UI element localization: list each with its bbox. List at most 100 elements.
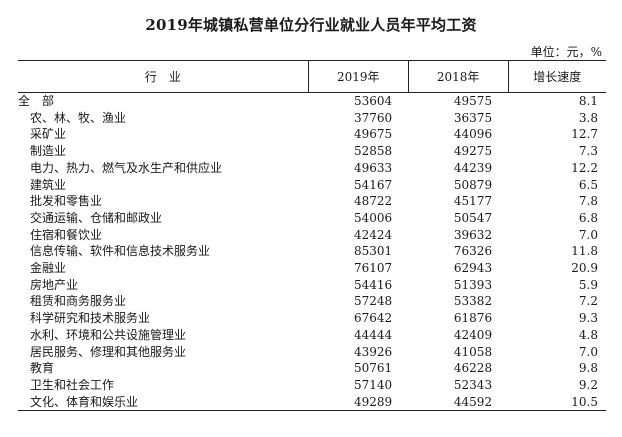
growth-cell: 9.2 (578, 377, 598, 392)
wage-2019-cell: 85301 (354, 244, 393, 259)
wage-2019-cell: 52858 (354, 144, 393, 159)
wage-2019-cell: 54006 (354, 210, 393, 225)
industry-cell: 农、林、牧、渔业 (30, 110, 127, 125)
table-row: 科学研究和技术服务业 67642 61876 9.3 (18, 310, 606, 327)
table-row: 农、林、牧、渔业 37760 36375 3.8 (18, 110, 606, 127)
growth-cell: 11.8 (571, 244, 598, 259)
growth-cell: 7.2 (578, 294, 598, 309)
wage-2018-cell: 44592 (408, 393, 509, 412)
wage-2018-cell: 44096 (453, 127, 493, 142)
table-body: 全 部 53604 49575 8.1 农、林、牧、渔业 37760 36375 3.8 采矿业… (18, 93, 606, 412)
table-row: 交通运输、仓储和邮政业 54006 50547 6.8 (18, 210, 606, 227)
wage-2018-cell: 50547 (453, 210, 493, 225)
wage-2018-cell: 76326 (453, 244, 493, 259)
table-header: 行 业 2019年 2018年 增长速度 (18, 60, 606, 93)
wage-2019-cell: 44444 (354, 327, 393, 342)
industry-cell: 教育 (30, 361, 55, 376)
table-row: 信息传输、软件和信息技术服务业 85301 76326 11.8 (18, 243, 606, 260)
wage-2018-cell: 44239 (453, 160, 493, 175)
wage-2019-cell: 57248 (354, 294, 393, 309)
table-row: 租赁和商务服务业 57248 53382 7.2 (18, 293, 606, 310)
wage-2019-cell: 42424 (354, 227, 393, 242)
wage-2018-cell: 49575 (453, 94, 493, 108)
wage-2018-cell: 62943 (453, 261, 493, 276)
wage-2018-cell: 41058 (453, 344, 493, 359)
wage-2018-cell: 51393 (453, 277, 493, 292)
table-row: 建筑业 54167 50879 6.5 (18, 177, 606, 194)
wage-2019-cell: 48722 (354, 194, 393, 209)
wage-2018-cell: 49275 (453, 144, 493, 159)
wage-2019-cell: 53604 (354, 94, 393, 108)
wage-2018-cell: 46228 (453, 361, 493, 376)
wage-2018-cell: 52343 (453, 377, 493, 392)
industry-cell: 电力、热力、燃气及水生产和供应业 (30, 160, 223, 175)
industry-cell: 文化、体育和娱乐业 (18, 393, 309, 412)
table-row: 批发和零售业 48722 45177 7.8 (18, 193, 606, 210)
industry-cell: 金融业 (30, 261, 67, 276)
table-row: 卫生和社会工作 57140 52343 9.2 (18, 377, 606, 394)
industry-cell: 住宿和餐饮业 (30, 227, 103, 242)
table-title: 2019年城镇私营单位分行业就业人员年平均工资 (145, 16, 477, 34)
wage-2019-cell: 54416 (354, 277, 393, 292)
industry-cell: 租赁和商务服务业 (30, 294, 127, 309)
growth-cell: 9.8 (578, 361, 598, 376)
growth-cell: 20.9 (571, 261, 598, 276)
header-growth: 增长速度 (507, 60, 606, 93)
growth-cell: 12.2 (571, 160, 598, 175)
wage-2019-cell: 57140 (354, 377, 393, 392)
growth-cell: 6.8 (578, 210, 598, 225)
growth-cell: 8.1 (578, 94, 598, 108)
industry-cell: 制造业 (30, 144, 67, 159)
wage-table: 行 业 2019年 2018年 增长速度 全 部 53604 49575 8.1 农、林… (18, 60, 606, 412)
growth-cell: 9.3 (578, 311, 598, 326)
industry-cell: 房地产业 (30, 277, 79, 292)
wage-2018-cell: 36375 (453, 110, 493, 125)
wage-2019-cell: 49289 (308, 393, 409, 412)
growth-cell: 7.8 (578, 194, 598, 209)
growth-cell: 5.9 (578, 277, 598, 292)
wage-2018-cell: 39632 (453, 227, 493, 242)
table-row: 住宿和餐饮业 42424 39632 7.0 (18, 227, 606, 244)
table-row: 水利、环境和公共设施管理业 44444 42409 4.8 (18, 327, 606, 344)
industry-cell: 交通运输、仓储和邮政业 (30, 210, 163, 225)
growth-cell: 7.0 (578, 344, 598, 359)
growth-cell: 12.7 (571, 127, 598, 142)
header-2018: 2018年 (407, 60, 509, 93)
growth-cell: 7.3 (578, 144, 598, 159)
wage-2019-cell: 37760 (354, 110, 393, 125)
industry-cell: 水利、环境和公共设施管理业 (30, 327, 187, 342)
wage-2019-cell: 50761 (354, 361, 393, 376)
table-row: 采矿业 49675 44096 12.7 (18, 126, 606, 143)
wage-2019-cell: 49675 (354, 127, 393, 142)
industry-cell: 采矿业 (30, 127, 67, 142)
table-row: 金融业 76107 62943 20.9 (18, 260, 606, 277)
industry-cell: 科学研究和技术服务业 (30, 311, 151, 326)
industry-cell: 卫生和社会工作 (30, 377, 115, 392)
growth-cell: 10.5 (508, 393, 606, 412)
wage-2018-cell: 53382 (453, 294, 493, 309)
growth-cell: 4.8 (578, 327, 598, 342)
wage-2019-cell: 49633 (354, 160, 393, 175)
table-row: 电力、热力、燃气及水生产和供应业 49633 44239 12.2 (18, 160, 606, 177)
industry-cell: 居民服务、修理和其他服务业 (30, 344, 187, 359)
table-row: 制造业 52858 49275 7.3 (18, 143, 606, 160)
header-2019: 2019年 (307, 60, 409, 93)
unit-note: 单位：元，% (530, 45, 602, 59)
wage-2019-cell: 67642 (354, 311, 393, 326)
table-row: 全 部 53604 49575 8.1 (18, 93, 606, 110)
wage-2018-cell: 45177 (453, 194, 493, 209)
growth-cell: 7.0 (578, 227, 598, 242)
table-row: 教育 50761 46228 9.8 (18, 360, 606, 377)
industry-cell: 建筑业 (30, 177, 67, 192)
header-row: 行 业 2019年 2018年 增长速度 (18, 60, 606, 93)
wage-2018-cell: 50879 (453, 177, 493, 192)
wage-2019-cell: 54167 (354, 177, 393, 192)
table-row: 居民服务、修理和其他服务业 43926 41058 7.0 (18, 344, 606, 361)
wage-2018-cell: 42409 (453, 327, 493, 342)
header-industry: 行 业 (18, 60, 309, 93)
growth-cell: 3.8 (578, 110, 598, 125)
industry-cell: 全 部 (18, 94, 55, 108)
industry-cell: 批发和零售业 (30, 194, 103, 209)
wage-2019-cell: 76107 (354, 261, 393, 276)
wage-2018-cell: 61876 (453, 311, 493, 326)
